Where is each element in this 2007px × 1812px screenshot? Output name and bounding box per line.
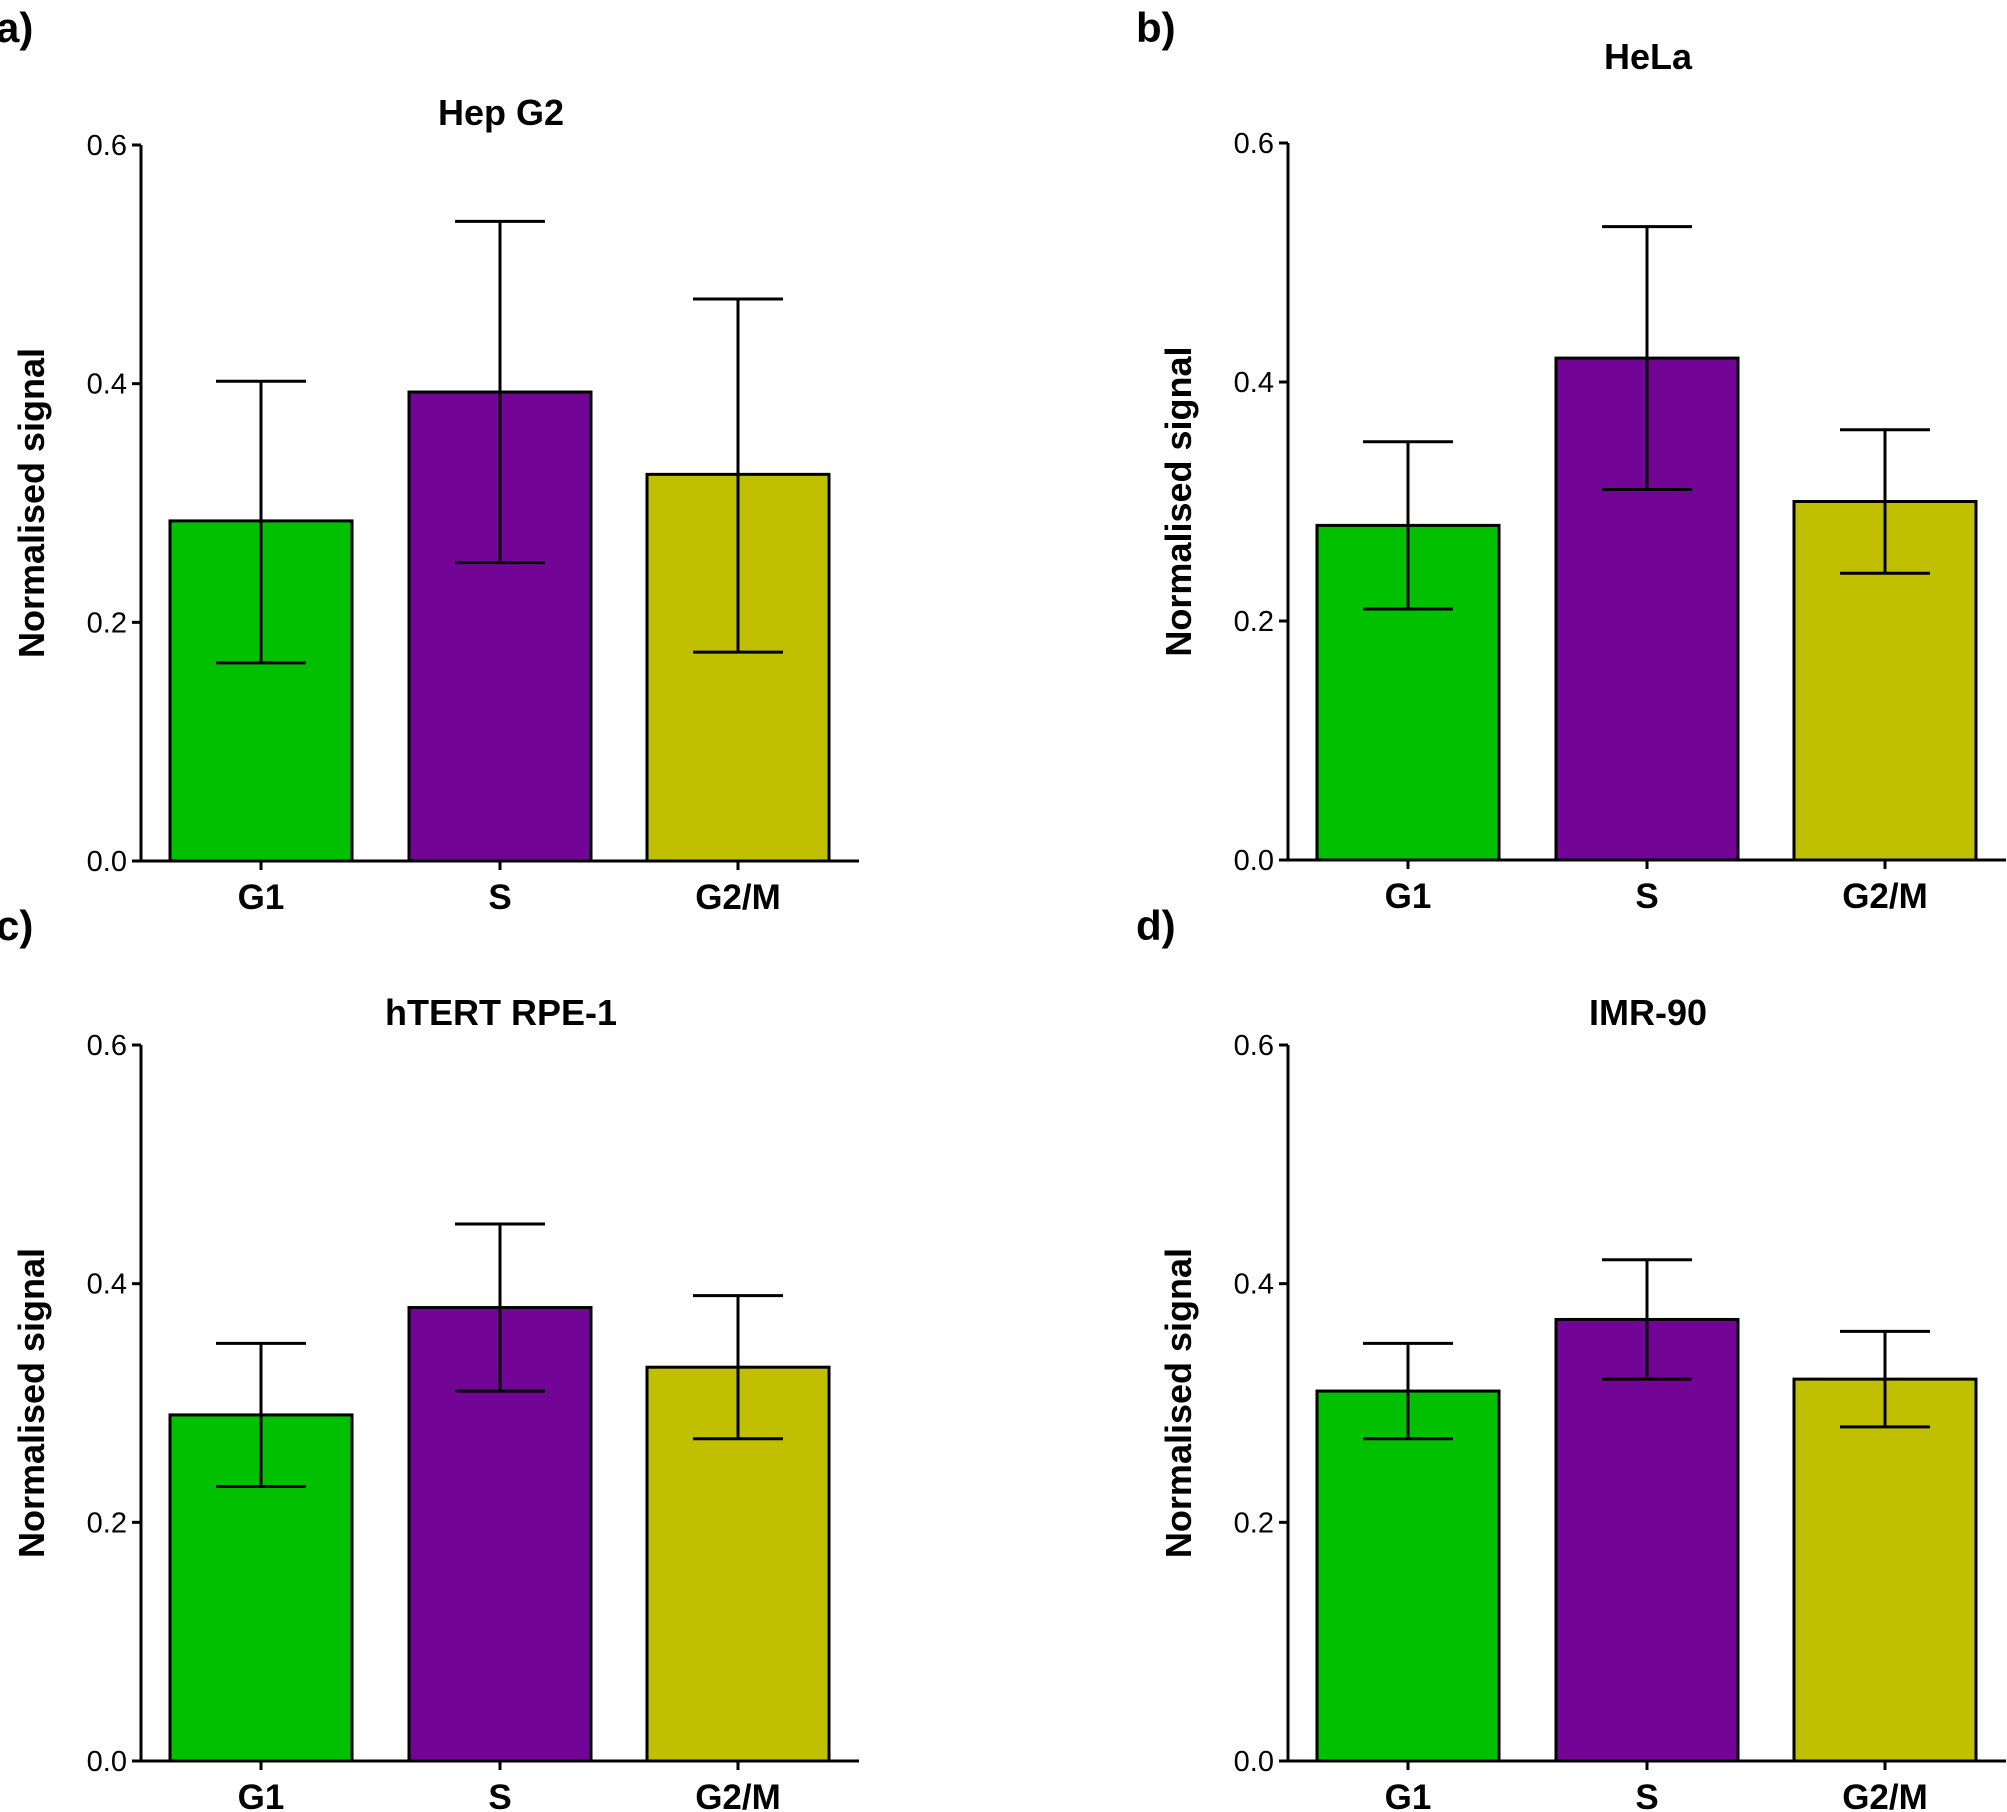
- x-tick-label: S: [488, 1778, 511, 1812]
- panel-letter: b): [1136, 4, 1176, 51]
- panel-letter: c): [0, 902, 33, 949]
- chart-panel-4: d) IMR-90 Normalised signal 0.0 0.2 0.4 0.6 G1 S…: [1136, 902, 2006, 1812]
- y-tick-label: 0.2: [87, 1507, 127, 1539]
- bar-g1: [1315, 1389, 1501, 1763]
- y-tick-label: 0.2: [1234, 606, 1274, 638]
- chart-title: Hep G2: [438, 92, 564, 133]
- chart-title: IMR-90: [1589, 992, 1707, 1033]
- y-tick-label: 0.2: [87, 607, 127, 639]
- y-axis-label: Normalised signal: [11, 348, 52, 658]
- chart-panel-1: a) Hep G2 Normalised signal 0.0 0.2 0.4 0.6 G1 S…: [0, 4, 859, 917]
- y-tick-label: 0.4: [1234, 367, 1274, 399]
- y-tick-label: 0.0: [1234, 1746, 1274, 1778]
- y-tick-label: 0.6: [87, 1030, 127, 1062]
- bar-g2-m: [1792, 1377, 1978, 1763]
- x-tick-label: G2/M: [1842, 1778, 1928, 1812]
- x-tick-label: S: [488, 878, 511, 917]
- chart-panel-3: c) hTERT RPE-1 Normalised signal 0.0 0.2 0.4 0…: [0, 902, 859, 1812]
- chart-title: hTERT RPE-1: [385, 992, 617, 1033]
- bar-s: [1554, 1317, 1740, 1763]
- chart-panel-2: b) HeLa Normalised signal 0.0 0.2 0.4 0.6 G1 S G2…: [1136, 4, 2006, 916]
- y-tick-label: 0.4: [1234, 1269, 1274, 1301]
- x-tick-label: G1: [238, 878, 285, 917]
- x-tick-label: S: [1635, 877, 1658, 916]
- chart-title: HeLa: [1604, 36, 1693, 77]
- x-tick-label: G2/M: [695, 878, 781, 917]
- y-tick-label: 0.0: [1234, 845, 1274, 877]
- x-tick-label: G1: [1385, 877, 1432, 916]
- y-tick-label: 0.4: [87, 1269, 127, 1301]
- y-tick-label: 0.0: [87, 1746, 127, 1778]
- y-tick-label: 0.6: [1234, 1030, 1274, 1062]
- y-axis-label: Normalised signal: [1158, 346, 1199, 656]
- panel-letter: d): [1136, 902, 1176, 949]
- x-tick-label: G2/M: [695, 1778, 781, 1812]
- y-tick-label: 0.2: [1234, 1507, 1274, 1539]
- y-tick-label: 0.4: [87, 369, 127, 401]
- x-tick-label: G1: [1385, 1778, 1432, 1812]
- x-tick-label: G1: [238, 1778, 285, 1812]
- y-tick-label: 0.6: [87, 130, 127, 162]
- panel-letter: a): [0, 4, 33, 51]
- y-tick-label: 0.0: [87, 846, 127, 878]
- y-axis-label: Normalised signal: [1158, 1248, 1199, 1558]
- x-tick-label: G2/M: [1842, 877, 1928, 916]
- x-tick-label: S: [1635, 1778, 1658, 1812]
- y-tick-label: 0.6: [1234, 128, 1274, 160]
- y-axis-label: Normalised signal: [11, 1248, 52, 1558]
